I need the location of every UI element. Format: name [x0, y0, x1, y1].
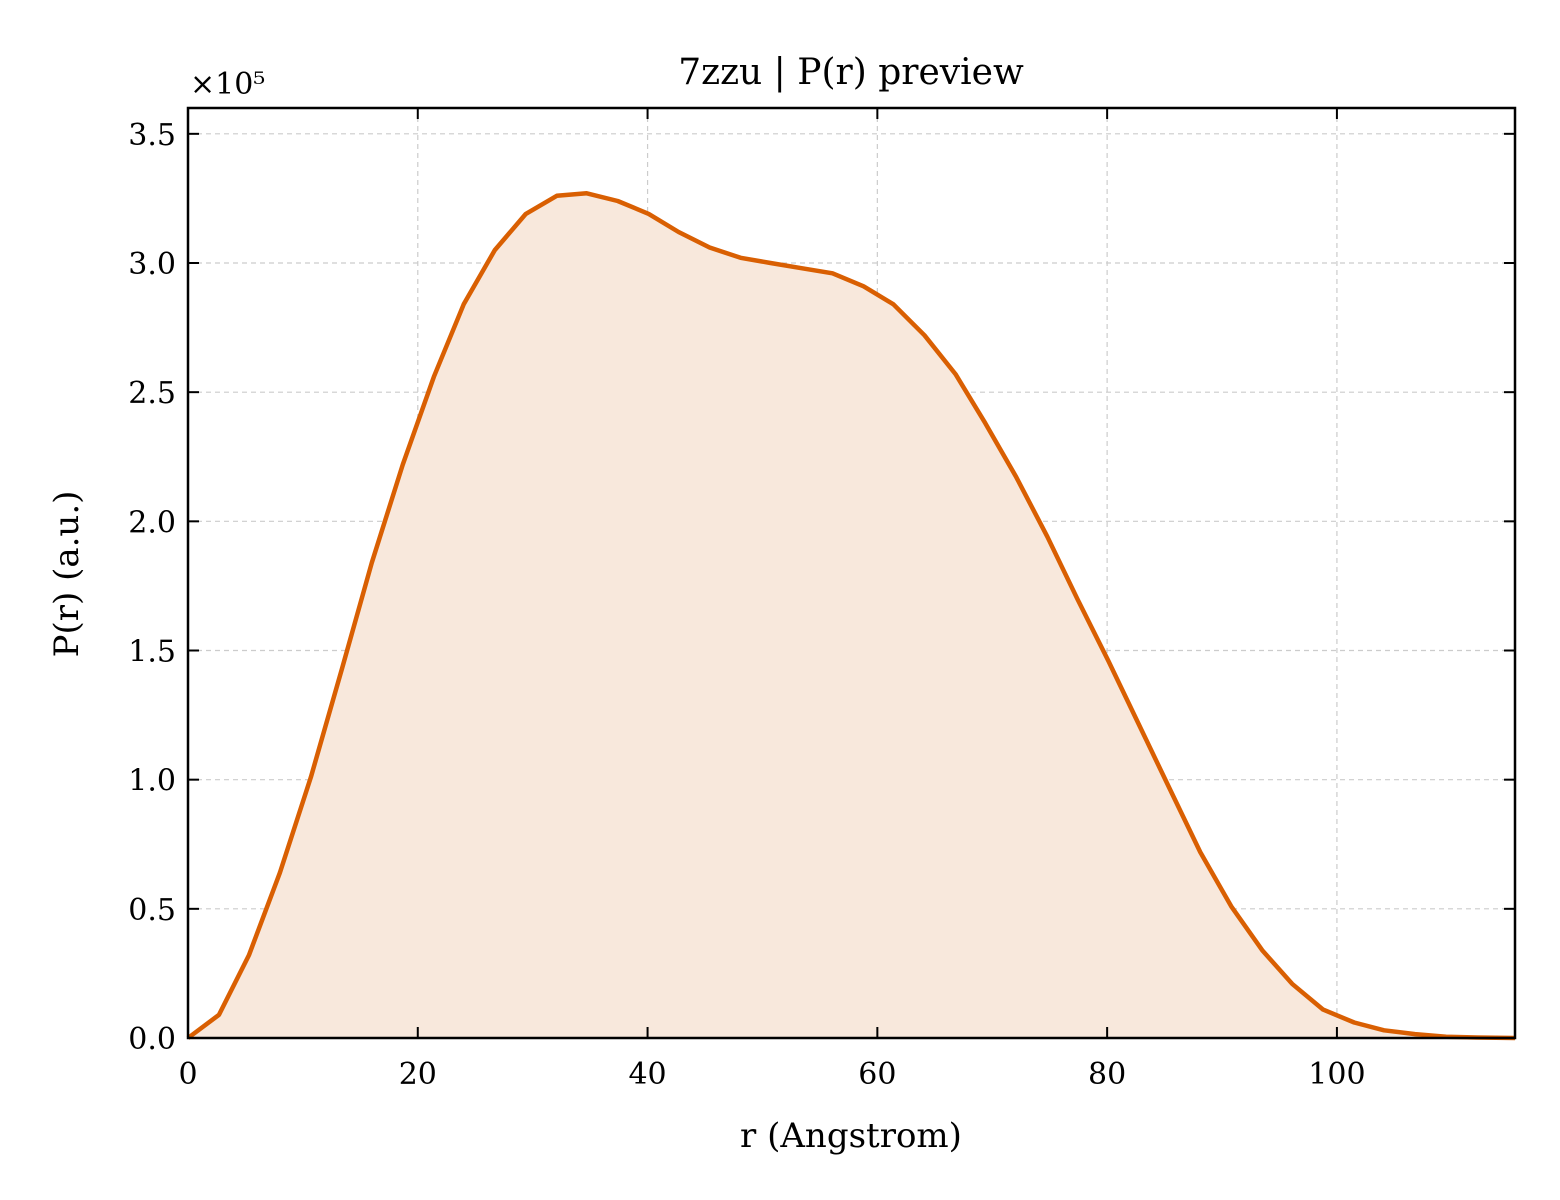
data-point	[1321, 1008, 1325, 1012]
y-axis-ticks: 0.0 0.5 1.0 1.5 2.0 2.5 3.0 3.5	[128, 118, 1515, 1057]
y-tick-label: 3.0	[128, 247, 176, 282]
data-point	[217, 1013, 221, 1017]
y-tick-label: 0.5	[128, 893, 176, 928]
data-point	[954, 372, 958, 376]
x-tick-label: 40	[628, 1057, 666, 1092]
data-point	[891, 302, 895, 306]
y-axis-label: P(r) (a.u.)	[47, 491, 87, 658]
data-point	[585, 191, 589, 195]
data-point	[278, 871, 282, 875]
series-area-fill	[188, 193, 1515, 1039]
data-point	[1075, 597, 1079, 601]
data-point	[616, 199, 620, 203]
x-tick-label: 60	[858, 1057, 896, 1092]
data-point	[647, 212, 651, 216]
series-line	[186, 191, 1516, 1041]
data-point	[1014, 475, 1018, 479]
data-point	[1413, 1032, 1417, 1036]
data-point	[1168, 788, 1172, 792]
x-axis-ticks: 0 20 40 60 80 100	[178, 108, 1366, 1092]
data-point	[677, 230, 681, 234]
data-point	[708, 246, 712, 250]
x-tick-label: 0	[178, 1057, 197, 1092]
data-point	[923, 333, 927, 337]
data-point	[1290, 982, 1294, 986]
data-point	[769, 261, 773, 265]
data-point	[462, 302, 466, 306]
data-point	[555, 194, 559, 198]
data-point	[739, 256, 743, 260]
y-tick-label: 3.5	[128, 118, 176, 153]
data-point	[1352, 1021, 1356, 1025]
y-tick-label: 2.5	[128, 376, 176, 411]
data-point	[309, 775, 313, 779]
data-point	[800, 266, 804, 270]
data-point	[831, 271, 835, 275]
data-point	[1106, 659, 1110, 663]
data-point	[983, 421, 987, 425]
data-point	[1382, 1028, 1386, 1032]
x-tick-label: 100	[1308, 1057, 1365, 1092]
data-point	[1229, 904, 1233, 908]
data-point	[1045, 535, 1049, 539]
y-tick-label: 1.0	[128, 764, 176, 799]
data-point	[862, 284, 866, 288]
data-point	[524, 212, 528, 216]
y-scale-multiplier: ×10⁵	[190, 67, 265, 102]
y-tick-label: 2.0	[128, 505, 176, 540]
y-tick-label: 1.5	[128, 635, 176, 670]
data-point	[370, 561, 374, 565]
data-point	[432, 375, 436, 379]
plot-frame	[186, 106, 1517, 1040]
data-point	[247, 953, 251, 957]
x-tick-label: 80	[1088, 1057, 1126, 1092]
x-tick-label: 20	[399, 1057, 437, 1092]
data-point	[1198, 850, 1202, 854]
chart-title: 7zzu | P(r) preview	[678, 52, 1024, 93]
data-point	[493, 248, 497, 252]
x-axis-label: r (Angstrom)	[740, 1116, 962, 1156]
data-point	[340, 667, 344, 671]
data-point	[401, 463, 405, 467]
y-tick-label: 0.0	[128, 1022, 176, 1057]
data-point	[1260, 948, 1264, 952]
data-point	[1137, 723, 1141, 727]
